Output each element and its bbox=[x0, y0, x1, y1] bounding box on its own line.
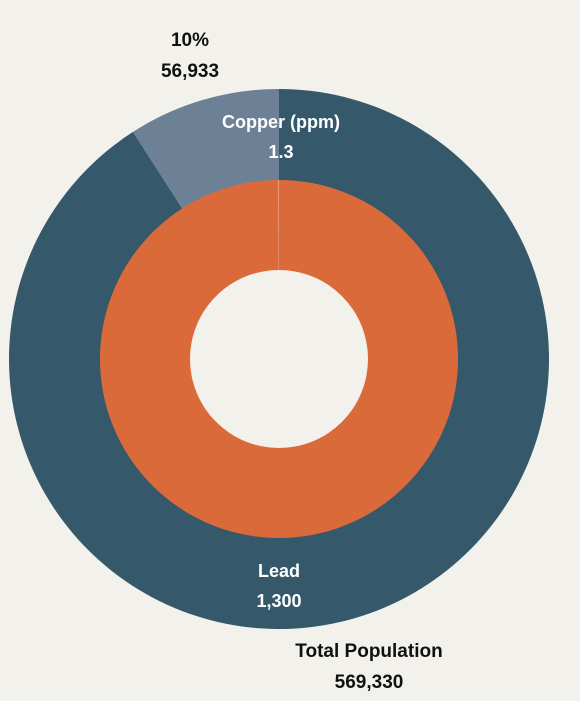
copper-value-label: 1.3 bbox=[268, 142, 293, 162]
outer-highlight-value-label: 56,933 bbox=[161, 61, 219, 82]
total-population-name-label: Total Population bbox=[295, 641, 442, 662]
donut-hole bbox=[190, 270, 368, 448]
lead-value-label: 1,300 bbox=[256, 591, 301, 611]
outer-highlight-percent-label: 10% bbox=[171, 30, 209, 51]
copper-name-label: Copper (ppm) bbox=[222, 112, 340, 132]
lead-name-label: Lead bbox=[258, 561, 300, 581]
total-population-value-label: 569,330 bbox=[335, 672, 404, 693]
